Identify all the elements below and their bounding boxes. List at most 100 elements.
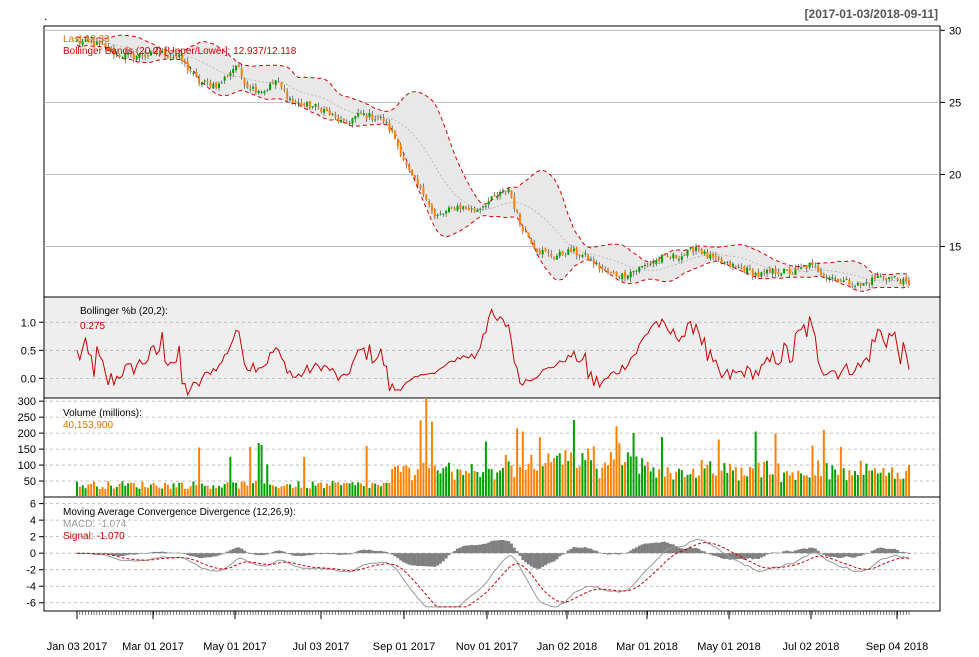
macd-histogram-bar <box>654 542 658 554</box>
volume-bar <box>467 473 470 496</box>
macd-histogram-bar <box>737 553 741 560</box>
volume-bar <box>845 480 848 496</box>
volume-bar <box>746 476 749 496</box>
y-tick-label: 15 <box>949 242 961 254</box>
macd-histogram-bar <box>518 553 522 556</box>
volume-bar <box>652 467 655 496</box>
candle-body <box>859 283 862 286</box>
candle-body <box>848 279 851 285</box>
candle-body <box>396 139 399 146</box>
volume-bar <box>323 488 326 496</box>
candle-body <box>740 267 743 269</box>
volume-bar <box>621 465 624 496</box>
y-tick-label: 0.5 <box>21 345 36 357</box>
x-axis: Jan 03 2017 Mar 01 2017 May 01 2017 Jul 03 … <box>47 611 928 653</box>
macd-histogram-bar <box>694 547 698 554</box>
macd-histogram-bar <box>887 548 891 554</box>
volume-bar <box>362 486 365 496</box>
volume-bar <box>629 456 632 496</box>
macd-histogram-bar <box>825 553 829 557</box>
macd-histogram-bar <box>808 547 812 554</box>
volume-bar <box>890 467 893 496</box>
volume-bar <box>893 478 896 496</box>
macd-histogram-bar <box>470 544 474 554</box>
macd-histogram-bar <box>475 544 479 554</box>
volume-bar <box>530 454 533 496</box>
y-tick-label: 50 <box>24 476 36 488</box>
volume-bar <box>905 471 908 496</box>
macd-histogram-bar <box>839 553 843 558</box>
macd-histogram-bar <box>342 553 346 555</box>
macd-histogram-bar <box>461 546 465 554</box>
macd-histogram-bar <box>879 547 883 554</box>
candle-body <box>641 265 644 268</box>
candle-body <box>774 268 777 274</box>
macd-histogram-bar <box>490 541 494 554</box>
macd-histogram-bar <box>561 553 565 555</box>
candle-body <box>581 255 584 257</box>
volume-bar <box>683 477 686 496</box>
candle-body <box>206 80 209 83</box>
macd-histogram-bar <box>509 543 513 554</box>
y-tick-label: 100 <box>18 460 36 472</box>
candle-body <box>459 204 462 209</box>
candle-body <box>587 254 590 260</box>
macd-histogram-bar <box>436 553 440 566</box>
bollinger-pctb-panel: 0.0 0.5 1.0 <box>21 296 941 399</box>
volume-bar <box>229 456 232 496</box>
signal-value: Signal: -1.070 <box>63 531 125 542</box>
volume-bar <box>394 466 397 496</box>
candle-body <box>81 41 84 45</box>
candle-body <box>280 82 283 88</box>
macd-histogram-bar <box>160 551 164 554</box>
volume-bar <box>547 453 550 496</box>
macd-histogram-bar <box>873 549 877 554</box>
volume-bar <box>78 486 81 496</box>
candle-body <box>391 129 394 132</box>
volume-bar <box>669 472 672 496</box>
volume-bar <box>447 462 450 496</box>
macd-histogram-bar <box>717 553 721 558</box>
candle-body <box>183 61 186 63</box>
candle-body <box>800 267 803 269</box>
volume-bar <box>365 445 368 496</box>
macd-histogram-bar <box>632 548 636 554</box>
volume-bar <box>831 465 834 496</box>
macd-histogram-bar <box>751 553 755 560</box>
macd-histogram-bar <box>606 553 610 555</box>
macd-histogram-bar <box>651 542 655 554</box>
macd-histogram-bar <box>637 545 641 554</box>
volume-bar <box>371 482 374 496</box>
macd-histogram-bar <box>816 550 820 554</box>
volume-bar <box>587 448 590 496</box>
macd-histogram-bar <box>904 552 908 554</box>
candle-body <box>527 232 530 238</box>
candle-body <box>658 258 661 261</box>
volume-bar <box>240 481 243 496</box>
volume-bar <box>612 459 615 496</box>
volume-bar <box>385 482 388 496</box>
candle-body <box>544 248 547 252</box>
macd-histogram-bar <box>827 553 831 557</box>
volume-bar <box>538 437 541 496</box>
candle-body <box>291 99 294 103</box>
macd-histogram-bar <box>862 553 866 555</box>
candle-body <box>144 54 147 57</box>
candle-body <box>720 259 723 263</box>
macd-histogram-bar <box>285 553 289 554</box>
candle-body <box>885 277 888 281</box>
volume-bar <box>135 487 138 496</box>
volume-bar <box>223 483 226 496</box>
volume-bar <box>839 446 842 496</box>
macd-histogram-bar <box>487 542 491 554</box>
candle-body <box>232 69 235 73</box>
macd-histogram-bar <box>856 553 860 557</box>
macd-histogram-bar <box>149 552 153 554</box>
macd-histogram-bar <box>279 550 283 554</box>
candle-body <box>78 41 81 44</box>
volume-bar <box>533 469 536 496</box>
candle-body <box>865 282 868 284</box>
volume-bar <box>110 485 113 496</box>
macd-histogram-bar <box>898 552 902 554</box>
